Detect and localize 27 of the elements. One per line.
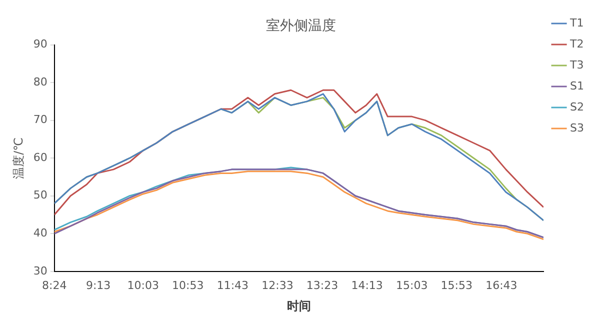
x-tick-label: 16:43 (486, 278, 518, 292)
x-tick-label: 15:53 (440, 278, 472, 292)
y-tick-label: 90 (33, 38, 48, 51)
x-tick-label: 11:43 (216, 278, 249, 292)
y-axis-title: 温度/℃ (11, 137, 26, 179)
y-tick-label: 30 (33, 264, 48, 278)
legend-label: S2 (570, 100, 584, 114)
y-tick-label: 40 (33, 226, 48, 240)
x-tick-label: 15:03 (396, 278, 428, 292)
y-tick-label: 80 (33, 75, 48, 88)
y-tick-label: 60 (33, 150, 48, 164)
x-tick-label: 10:53 (172, 278, 204, 292)
legend-label: T1 (569, 16, 584, 30)
chart-title: 室外侧温度 (266, 18, 336, 34)
y-tick-label: 70 (33, 113, 48, 126)
x-tick-label: 9:13 (86, 278, 111, 292)
legend-label: T2 (569, 37, 584, 50)
legend-label: S3 (570, 121, 584, 134)
x-tick-label: 10:03 (127, 278, 159, 292)
x-tick-label: 13:23 (306, 278, 338, 292)
legend-label: T3 (569, 58, 584, 72)
x-tick-label: 8:24 (42, 278, 67, 292)
legend-label: S1 (570, 79, 584, 92)
y-tick-label: 50 (33, 188, 48, 202)
x-axis-title: 时间 (286, 298, 311, 313)
x-tick-label: 12:33 (262, 278, 294, 292)
x-tick-label: 14:13 (351, 278, 383, 292)
